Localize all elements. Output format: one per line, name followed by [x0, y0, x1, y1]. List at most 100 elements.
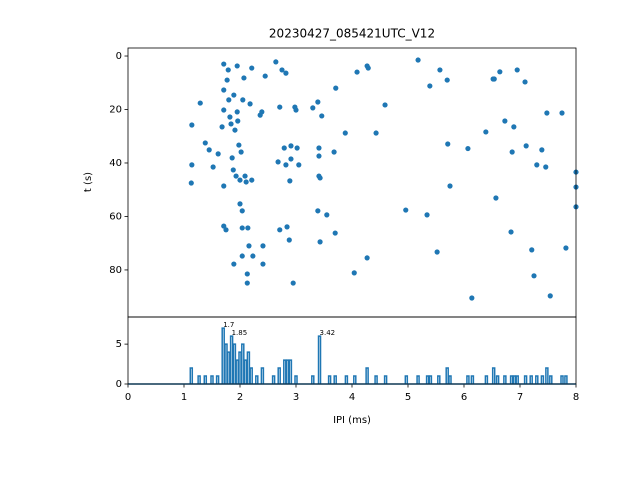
scatter-point	[234, 109, 240, 115]
x-tick-label: 5	[405, 392, 411, 403]
histogram-spike	[509, 375, 514, 384]
scatter-point	[382, 102, 388, 108]
histogram-spike	[255, 375, 259, 384]
scatter-point	[351, 270, 357, 276]
scatter-point	[189, 162, 195, 168]
histogram-spike	[437, 375, 441, 384]
scatter-point	[250, 253, 256, 259]
scatter-point	[233, 173, 239, 179]
scatter-point	[188, 180, 194, 186]
histogram-spike	[227, 351, 231, 384]
histogram-spike	[260, 367, 265, 384]
scatter-point	[244, 271, 250, 277]
histogram-spike	[495, 375, 500, 384]
annotation: 1.85	[232, 329, 248, 337]
histogram-spike	[374, 375, 378, 384]
histogram-spike	[416, 375, 420, 384]
scatter-point	[342, 130, 348, 136]
scatter-point	[235, 118, 241, 124]
histogram-spike	[229, 335, 234, 384]
scatter-point	[221, 87, 227, 93]
scatter-point	[316, 145, 322, 151]
scatter-point	[234, 63, 240, 69]
histogram-spike	[215, 375, 220, 384]
histogram-spike	[241, 343, 245, 384]
scatter-point	[365, 65, 371, 71]
y-tick-label: 60	[109, 211, 122, 222]
chart-title: 20230427_085421UTC_V12	[269, 27, 435, 41]
histogram-spike	[246, 351, 251, 384]
y-tick-label: 40	[109, 158, 122, 169]
scatter-point	[491, 76, 497, 82]
scatter-point	[202, 140, 208, 146]
scatter-point	[469, 295, 475, 301]
scatter-point	[509, 149, 515, 155]
scatter-point	[534, 162, 540, 168]
scatter-point	[225, 67, 231, 73]
scatter-point	[415, 57, 421, 63]
histogram-spike	[327, 375, 332, 384]
scatter-point	[277, 227, 283, 233]
scatter-point	[246, 243, 252, 249]
scatter-point	[262, 73, 268, 79]
scatter-point	[364, 255, 370, 261]
scatter-point	[539, 147, 545, 153]
scatter-point	[497, 69, 503, 75]
x-tick-label: 3	[293, 392, 299, 403]
scatter-point	[514, 67, 520, 73]
histogram-spike	[545, 367, 549, 384]
histogram-spike	[491, 367, 496, 384]
scatter-point	[229, 155, 235, 161]
scatter-point	[238, 149, 244, 155]
x-tick-label: 0	[125, 392, 131, 403]
scatter-point	[547, 293, 553, 299]
scatter-point	[288, 143, 294, 149]
scatter-point	[324, 212, 330, 218]
histogram-spike	[344, 375, 349, 384]
scatter-point	[317, 175, 323, 181]
scatter-point	[284, 224, 290, 230]
scatter-point	[239, 208, 245, 214]
scatter-point	[236, 142, 242, 148]
scatter-point	[228, 121, 234, 127]
histogram-spike	[404, 375, 409, 384]
scatter-point	[544, 110, 550, 116]
annotation: 1.7	[223, 321, 234, 329]
scatter-point	[279, 67, 285, 73]
y-tick-label: 80	[109, 265, 122, 276]
scatter-point	[317, 239, 323, 245]
scatter-point	[333, 85, 339, 91]
scatter-point	[294, 145, 300, 151]
scatter-point	[221, 107, 227, 113]
scatter-point	[559, 110, 565, 116]
scatter-point	[260, 261, 266, 267]
x-tick-label: 8	[573, 392, 579, 403]
scatter-point	[315, 99, 321, 105]
histogram-spike	[189, 367, 194, 384]
annotation: 3.42	[320, 329, 336, 337]
x-tick-label: 1	[181, 392, 187, 403]
scatter-point	[310, 105, 316, 111]
histogram-spike	[353, 375, 357, 384]
histogram-spike	[235, 359, 239, 384]
scatter-point	[427, 83, 433, 89]
scatter-point	[245, 225, 251, 231]
histogram-spike	[232, 343, 237, 384]
histogram-spike	[529, 375, 533, 384]
scatter-point	[444, 77, 450, 83]
scatter-point	[249, 65, 255, 71]
histogram-spike	[466, 375, 470, 384]
scatter-point	[316, 153, 322, 159]
x-tick-label: 2	[237, 392, 243, 403]
scatter-point	[206, 147, 212, 153]
histogram-spike	[503, 375, 507, 384]
scatter-point	[437, 67, 443, 73]
scatter-point	[493, 195, 499, 201]
histogram-spike	[512, 375, 517, 384]
scatter-point	[529, 247, 535, 253]
scatter-point	[283, 162, 289, 168]
scatter-point	[241, 75, 247, 81]
scatter-point	[315, 208, 321, 214]
histogram-spike	[560, 375, 564, 384]
histogram-spike	[448, 375, 452, 384]
